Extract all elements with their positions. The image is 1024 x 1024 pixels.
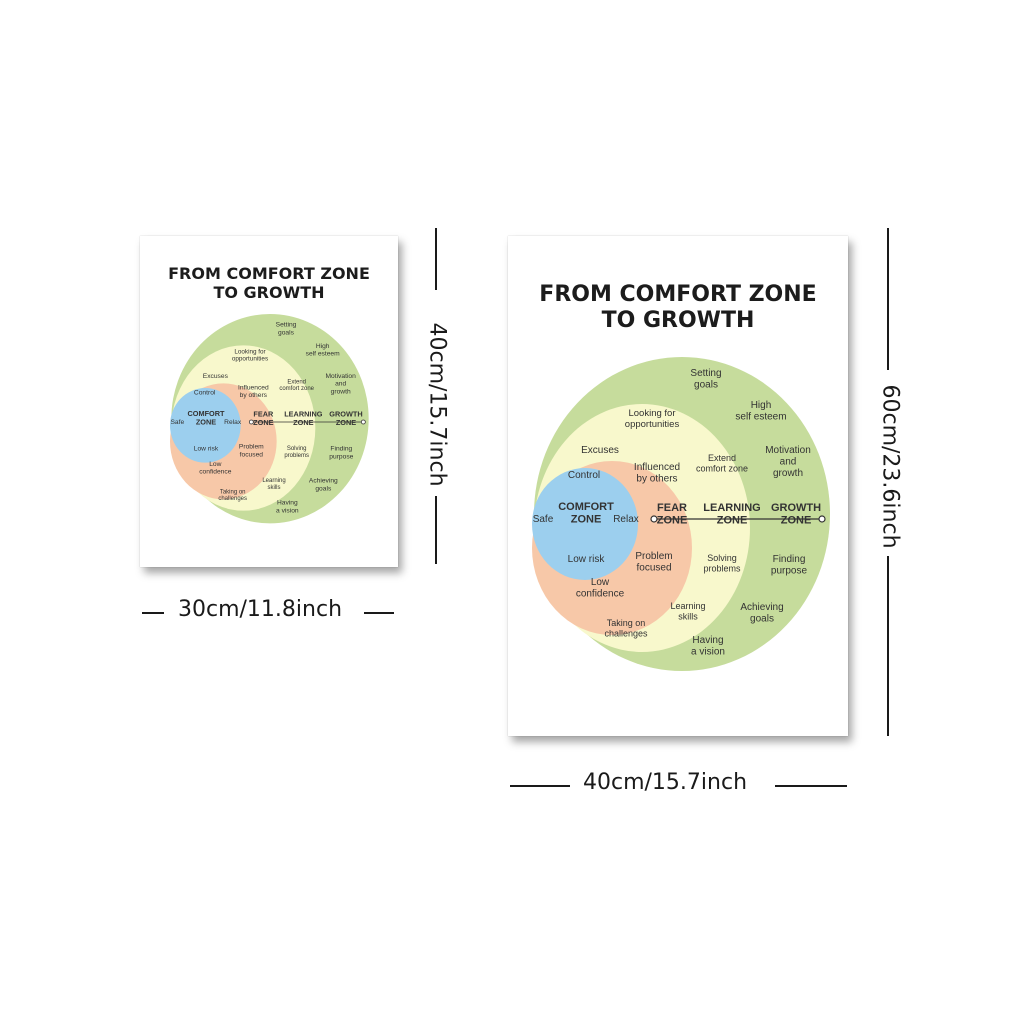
width-label-small: 30cm/11.8inch	[178, 597, 343, 622]
axis-start-dot	[650, 515, 658, 523]
word-problem-focused: Problem focused	[635, 551, 672, 574]
word-motivation: Motivation and growth	[325, 373, 356, 395]
title-line-1: FROM COMFORT ZONE	[539, 282, 817, 307]
title-line-1: FROM COMFORT ZONE	[168, 264, 370, 283]
height-line-top-large	[887, 228, 889, 370]
comfort-zone-label: COMFORT ZONE	[187, 409, 225, 426]
word-control: Control	[194, 390, 216, 397]
word-extend: Extend comfort zone	[696, 453, 748, 473]
title-line-2: TO GROWTH	[213, 283, 325, 303]
word-learning-skills: Learning skills	[670, 601, 705, 621]
poster-title: FROM COMFORT ZONE TO GROWTH	[140, 264, 398, 302]
word-problem-focused: Problem focused	[239, 444, 264, 459]
width-line-right-large	[775, 785, 847, 787]
word-motivation: Motivation and growth	[765, 445, 811, 479]
width-line-left-small	[142, 612, 164, 614]
word-influenced: Influenced by others	[634, 462, 680, 485]
word-influenced: Influenced by others	[238, 384, 269, 399]
width-line-left-large	[510, 785, 570, 787]
height-line-bottom-large	[887, 556, 889, 736]
word-low-risk: Low risk	[568, 554, 606, 565]
word-low-risk: Low risk	[194, 446, 219, 453]
height-line-bottom-small	[435, 496, 437, 564]
word-finding: Finding purpose	[329, 446, 353, 461]
word-vision: Having a vision	[691, 635, 725, 658]
axis-end-dot	[818, 515, 826, 523]
zones-diagram-large: COMFORT ZONE FEAR ZONE LEARNING ZONE GROWTH ZON…	[532, 357, 830, 671]
zones-diagram-small: COMFORT ZONE FEAR ZONE LEARNING ZONE GROWTH ZON…	[170, 314, 369, 524]
width-label-large: 40cm/15.7inch	[583, 770, 748, 795]
word-looking: Looking for opportunities	[625, 408, 680, 430]
word-taking: Taking on challenges	[218, 489, 247, 502]
fear-zone-label: FEAR ZONE	[657, 502, 688, 527]
word-low-confidence: Low confidence	[576, 577, 625, 600]
learning-zone-label: LEARNING ZONE	[284, 410, 323, 427]
fear-zone-label: FEAR ZONE	[253, 410, 274, 427]
height-line-top-small	[435, 228, 437, 290]
word-solving: Solving problems	[284, 446, 309, 459]
word-achieving: Achieving goals	[309, 478, 338, 493]
height-label-small: 40cm/15.7inch	[424, 322, 450, 487]
axis-start-dot	[248, 419, 254, 425]
word-setting: Setting goals	[690, 368, 721, 391]
poster-large: FROM COMFORT ZONE TO GROWTH COMFORT ZONE F…	[508, 236, 848, 736]
word-finding: Finding purpose	[771, 554, 808, 577]
word-relax: Relax	[613, 514, 639, 525]
word-achieving: Achieving goals	[740, 602, 783, 625]
comfort-zone-area	[170, 388, 241, 463]
word-extend: Extend comfort zone	[279, 379, 314, 392]
learning-zone-label: LEARNING ZONE	[703, 502, 760, 527]
word-safe: Safe	[170, 419, 184, 426]
word-excuses: Excuses	[581, 445, 619, 456]
title-line-2: TO GROWTH	[601, 308, 755, 334]
word-vision: Having a vision	[276, 500, 299, 515]
word-high-esteem: High self esteem	[735, 400, 786, 423]
width-line-right-small	[364, 612, 394, 614]
poster-title: FROM COMFORT ZONE TO GROWTH	[508, 282, 848, 335]
word-looking: Looking for opportunities	[232, 348, 268, 362]
axis-end-dot	[360, 419, 366, 425]
word-learning-skills: Learning skills	[262, 478, 285, 491]
word-control: Control	[568, 470, 600, 481]
word-setting: Setting goals	[276, 322, 297, 337]
comfort-zone-label: COMFORT ZONE	[558, 501, 614, 526]
word-safe: Safe	[533, 514, 554, 525]
word-relax: Relax	[224, 419, 242, 426]
word-excuses: Excuses	[203, 373, 229, 380]
growth-zone-label: GROWTH ZONE	[329, 410, 362, 427]
growth-zone-label: GROWTH ZONE	[771, 502, 821, 527]
comfort-zone-area	[532, 468, 638, 580]
word-solving: Solving problems	[703, 553, 741, 573]
word-high-esteem: High self esteem	[306, 343, 340, 358]
poster-small: FROM COMFORT ZONE TO GROWTH COMFORT ZONE F…	[140, 236, 398, 567]
height-label-large: 60cm/23.6inch	[877, 384, 903, 549]
word-low-confidence: Low confidence	[199, 461, 231, 476]
word-taking: Taking on challenges	[604, 618, 648, 638]
